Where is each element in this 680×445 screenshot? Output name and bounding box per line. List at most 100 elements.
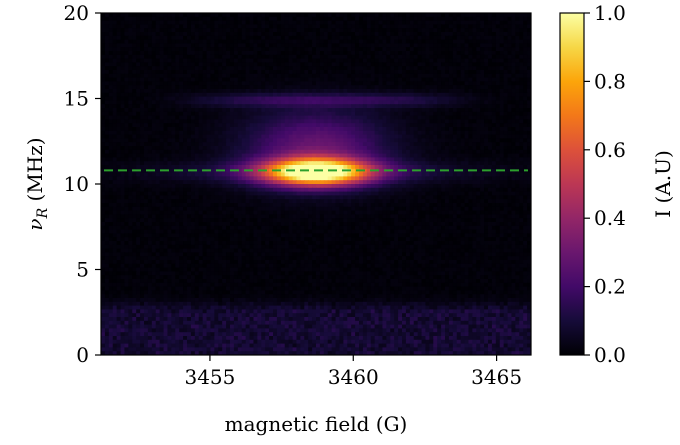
heatmap-cell	[288, 153, 294, 158]
heatmap-cell	[183, 115, 188, 120]
heatmap-cell	[210, 157, 215, 162]
heatmap-cell	[288, 39, 294, 44]
heatmap-cell	[495, 115, 501, 120]
heatmap-cell	[370, 142, 376, 147]
heatmap-cell	[273, 115, 278, 120]
heatmap-cell	[288, 149, 294, 155]
heatmap-cell	[417, 62, 423, 67]
heatmap-cell	[409, 138, 415, 143]
heatmap-cell	[296, 20, 301, 25]
heatmap-cell	[273, 127, 278, 132]
heatmap-cell	[159, 77, 165, 82]
heatmap-cell	[382, 92, 387, 98]
heatmap-cell	[140, 92, 145, 98]
heatmap-cell	[511, 157, 516, 162]
heatmap-cell	[507, 24, 513, 29]
heatmap-cell	[226, 51, 231, 56]
heatmap-cell	[101, 24, 106, 29]
heatmap-cell	[241, 16, 247, 22]
heatmap-cell	[241, 20, 247, 25]
heatmap-cell	[296, 146, 301, 151]
heatmap-cell	[402, 149, 407, 155]
heatmap-cell	[409, 146, 415, 151]
heatmap-cell	[144, 58, 149, 63]
heatmap-cell	[488, 20, 493, 25]
heatmap-cell	[378, 73, 384, 79]
heatmap-cell	[159, 130, 165, 136]
heatmap-cell	[366, 73, 372, 79]
heatmap-cell	[108, 108, 114, 113]
heatmap-cell	[273, 172, 278, 177]
heatmap-cell	[519, 85, 524, 90]
heatmap-cell	[128, 66, 133, 71]
heatmap-cell	[480, 123, 485, 128]
heatmap-cell	[187, 43, 192, 48]
heatmap-cell	[167, 149, 172, 155]
heatmap-cell	[390, 32, 395, 37]
heatmap-cell	[417, 20, 423, 25]
heatmap-cell	[460, 123, 466, 128]
heatmap-cell	[194, 35, 200, 41]
heatmap-cell	[421, 123, 427, 128]
heatmap-cell	[288, 58, 294, 63]
heatmap-cell	[116, 142, 122, 147]
heatmap-cell	[237, 168, 243, 174]
heatmap-cell	[304, 77, 309, 82]
heatmap-cell	[519, 24, 524, 29]
heatmap-cell	[460, 115, 466, 120]
heatmap-cell	[499, 16, 505, 22]
heatmap-cell	[339, 92, 344, 98]
heatmap-cell	[249, 138, 255, 143]
heatmap-cell	[480, 165, 485, 170]
heatmap-cell	[187, 100, 192, 105]
heatmap-cell	[398, 62, 403, 67]
heatmap-cell	[347, 73, 352, 79]
heatmap-cell	[280, 92, 286, 98]
heatmap-cell	[409, 149, 415, 155]
heatmap-cell	[233, 77, 239, 82]
heatmap-cell	[132, 172, 137, 177]
heatmap-cell	[374, 130, 380, 136]
heatmap-cell	[519, 146, 524, 151]
heatmap-cell	[319, 142, 325, 147]
heatmap-cell	[261, 70, 266, 75]
heatmap-cell	[190, 58, 196, 63]
heatmap-cell	[261, 104, 266, 109]
heatmap-cell	[112, 176, 118, 181]
heatmap-cell	[140, 47, 145, 52]
heatmap-cell	[323, 24, 329, 29]
heatmap-cell	[300, 77, 305, 82]
heatmap-cell	[409, 153, 415, 158]
heatmap-cell	[480, 130, 485, 136]
heatmap-cell	[499, 146, 505, 151]
heatmap-cell	[249, 70, 255, 75]
heatmap-cell	[101, 66, 106, 71]
heatmap-cell	[511, 149, 516, 155]
heatmap-cell	[378, 115, 384, 120]
heatmap-cell	[206, 130, 212, 136]
heatmap-cell	[194, 142, 200, 147]
heatmap-cell	[491, 47, 497, 52]
heatmap-cell	[253, 70, 258, 75]
heatmap-cell	[175, 161, 180, 166]
heatmap-cell	[253, 130, 258, 136]
heatmap-cell	[245, 39, 251, 44]
heatmap-cell	[167, 51, 172, 56]
heatmap-cell	[210, 108, 215, 113]
heatmap-cell	[343, 119, 348, 124]
heatmap-cell	[257, 58, 262, 63]
heatmap-cell	[405, 13, 411, 18]
heatmap-cell	[112, 43, 118, 48]
heatmap-cell	[230, 104, 235, 109]
heatmap-cell	[120, 92, 126, 98]
heatmap-cell	[347, 100, 352, 105]
heatmap-cell	[499, 180, 505, 185]
heatmap-cell	[405, 146, 411, 151]
heatmap-cell	[507, 62, 513, 67]
heatmap-cell	[437, 77, 442, 82]
heatmap-cell	[155, 157, 161, 162]
heatmap-cell	[140, 108, 145, 113]
heatmap-cell	[527, 96, 531, 101]
heatmap-cell	[382, 89, 387, 94]
heatmap-cell	[171, 39, 176, 44]
